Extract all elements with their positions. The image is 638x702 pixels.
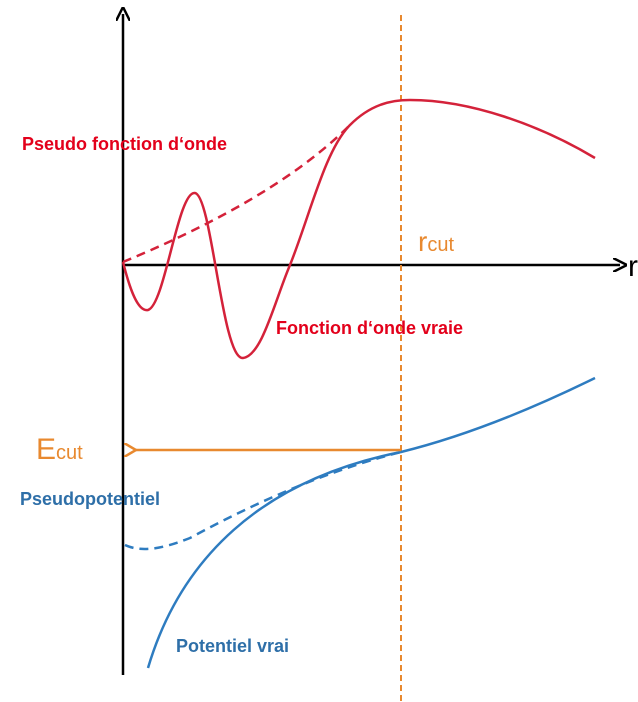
rcut-sub: cut <box>427 234 454 256</box>
x-axis-label: r <box>628 250 638 283</box>
pseudo-wave-label: Pseudo fonction d‘onde <box>22 134 227 154</box>
true-wave <box>121 98 596 360</box>
pseudo-wave <box>122 124 351 264</box>
ecut-main: E <box>36 433 56 466</box>
true-potential-label: Potentiel vrai <box>176 636 289 656</box>
pseudopotential-label: Pseudopotentiel <box>20 489 160 509</box>
ecut-label: Ecut <box>36 433 83 466</box>
rcut-main: r <box>418 226 427 257</box>
true-wave-label: Fonction d‘onde vraie <box>276 318 463 338</box>
true-potential-curve <box>146 376 596 669</box>
rcut-label: rcut <box>418 226 454 257</box>
pseudopotential-curve <box>124 450 402 551</box>
ecut-sub: cut <box>56 442 83 464</box>
